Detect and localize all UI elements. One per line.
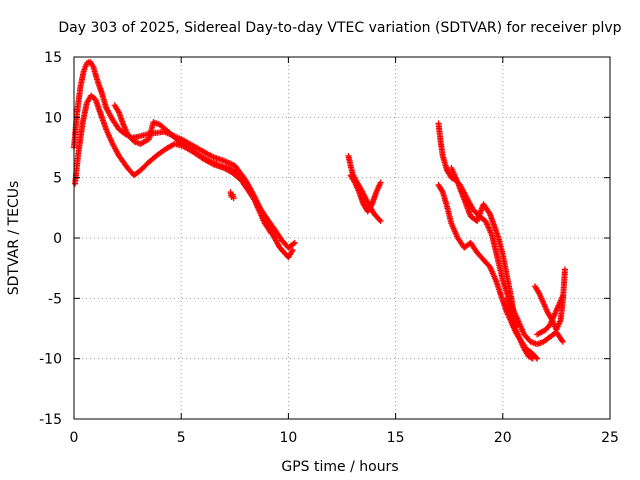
series-arc-3c <box>448 165 519 331</box>
series-arc-1c <box>111 102 275 237</box>
data-point <box>290 240 297 247</box>
y-axis-label: SDTVAR / TECUs <box>6 181 22 296</box>
data-point <box>230 195 237 202</box>
y-tick-label: 5 <box>53 171 62 187</box>
series-arc-3f <box>534 292 566 338</box>
series-arc-3e <box>531 266 568 333</box>
data-point <box>533 354 540 361</box>
chart-title: Day 303 of 2025, Sidereal Day-to-day VTE… <box>58 20 621 36</box>
x-tick-label: 25 <box>601 430 619 446</box>
data-point <box>377 218 384 225</box>
y-tick-label: 15 <box>44 50 62 66</box>
series-arc-isolated <box>227 189 237 202</box>
data-point <box>377 179 384 186</box>
x-tick-label: 15 <box>387 430 405 446</box>
data-point <box>559 292 566 299</box>
x-tick-label: 0 <box>70 430 79 446</box>
data-point <box>376 216 383 223</box>
y-tick-label: -5 <box>48 291 62 307</box>
data-point <box>291 239 298 246</box>
data-point <box>289 247 296 254</box>
axis-ticks: 0 5 10 15 20 25 -15 -10 -5 0 5 10 15 <box>39 50 619 446</box>
series-arc-2b <box>347 172 384 215</box>
y-tick-label: 10 <box>44 110 62 126</box>
data-points <box>71 58 568 362</box>
y-tick-label: -10 <box>39 352 62 368</box>
x-tick-label: 5 <box>177 430 186 446</box>
data-point <box>534 355 541 362</box>
x-axis-label: GPS time / hours <box>281 459 398 475</box>
series-arc-3d <box>504 295 541 362</box>
data-point <box>561 266 568 273</box>
x-tick-label: 10 <box>279 430 297 446</box>
series-arc-1a <box>71 58 296 261</box>
data-point <box>559 338 566 345</box>
data-point <box>268 230 275 237</box>
x-tick-label: 20 <box>494 430 512 446</box>
y-tick-label: -15 <box>39 412 62 428</box>
grid <box>74 57 610 419</box>
series-arc-1b <box>72 92 298 251</box>
y-tick-label: 0 <box>53 231 62 247</box>
